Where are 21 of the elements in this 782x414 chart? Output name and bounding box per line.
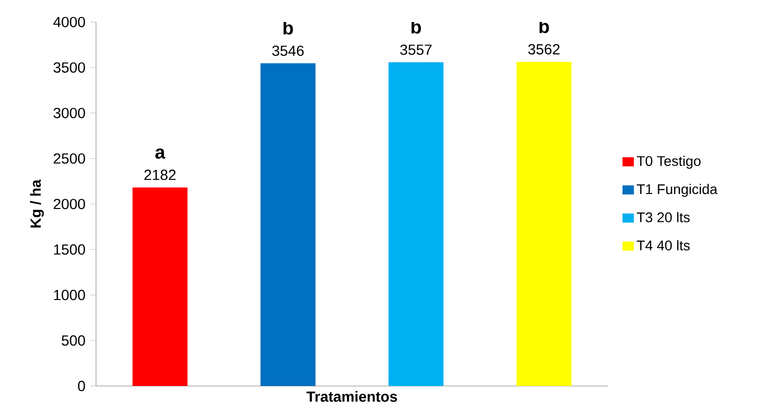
y-axis-title: Kg / ha — [30, 179, 44, 228]
annotation: b — [284, 20, 293, 35]
y-tick-label: 0 — [78, 380, 86, 392]
data-label: 2182 — [144, 170, 176, 180]
x-axis-title: Tratamientos — [306, 391, 398, 402]
legend-label: T0 Testigo — [636, 156, 701, 169]
y-tick-label: 4000 — [53, 16, 86, 28]
y-tick-label: 3000 — [54, 108, 86, 118]
legend-label: T4 40 lts — [636, 240, 690, 250]
data-label: 3557 — [400, 44, 432, 55]
legend-label: T1 Fungicida — [636, 184, 718, 197]
data-label: 3562 — [528, 44, 560, 54]
y-tick-label: 500 — [62, 335, 86, 346]
legend-label: T3 20 lts — [636, 212, 690, 222]
y-tick-label: 1000 — [54, 290, 86, 300]
data-label: 3546 — [272, 46, 304, 56]
y-tick-label: 3500 — [54, 62, 86, 73]
y-tick-label: 2500 — [54, 153, 86, 164]
y-tick-label: 2000 — [54, 198, 86, 210]
y-tick-label: 1500 — [54, 244, 86, 255]
annotation: a — [155, 148, 166, 159]
